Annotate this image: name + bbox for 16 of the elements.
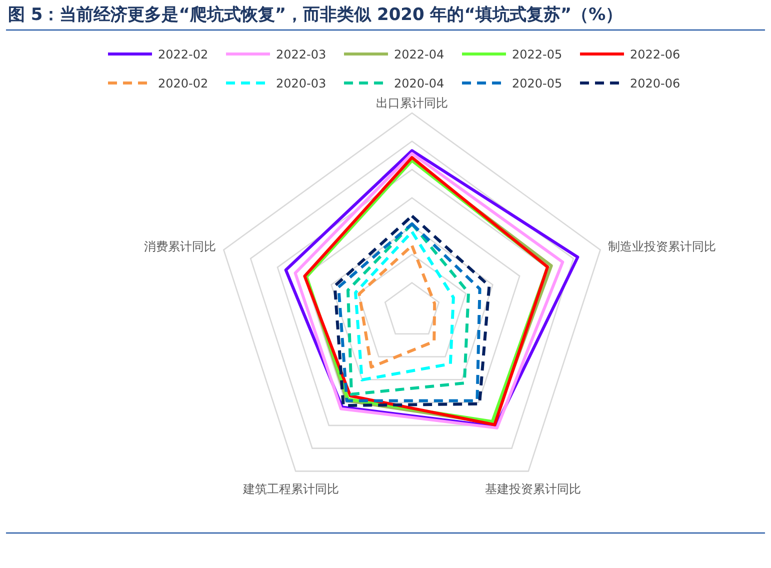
legend-label: 2022-06 [630,48,680,62]
spoke-label: 出口累计同比 [376,96,448,110]
spoke-label: 基建投资累计同比 [485,482,582,496]
legend-label: 2020-04 [394,76,444,90]
spoke-label: 制造业投资累计同比 [608,240,716,254]
legend-label: 2022-04 [394,48,444,62]
spoke-label: 消费累计同比 [144,240,216,254]
legend-label: 2020-05 [512,76,562,90]
chart-title: 图 5：当前经济更多是“爬坑式恢复”，而非类似 2020 年的“填坑式复苏”（%） [8,5,623,25]
spoke-label: 建筑工程累计同比 [242,482,339,496]
legend-label: 2020-06 [630,76,680,90]
legend-label: 2020-02 [158,76,208,90]
legend-label: 2022-05 [512,48,562,62]
legend-label: 2022-02 [158,48,208,62]
legend-label: 2020-03 [276,76,326,90]
legend-label: 2022-03 [276,48,326,62]
